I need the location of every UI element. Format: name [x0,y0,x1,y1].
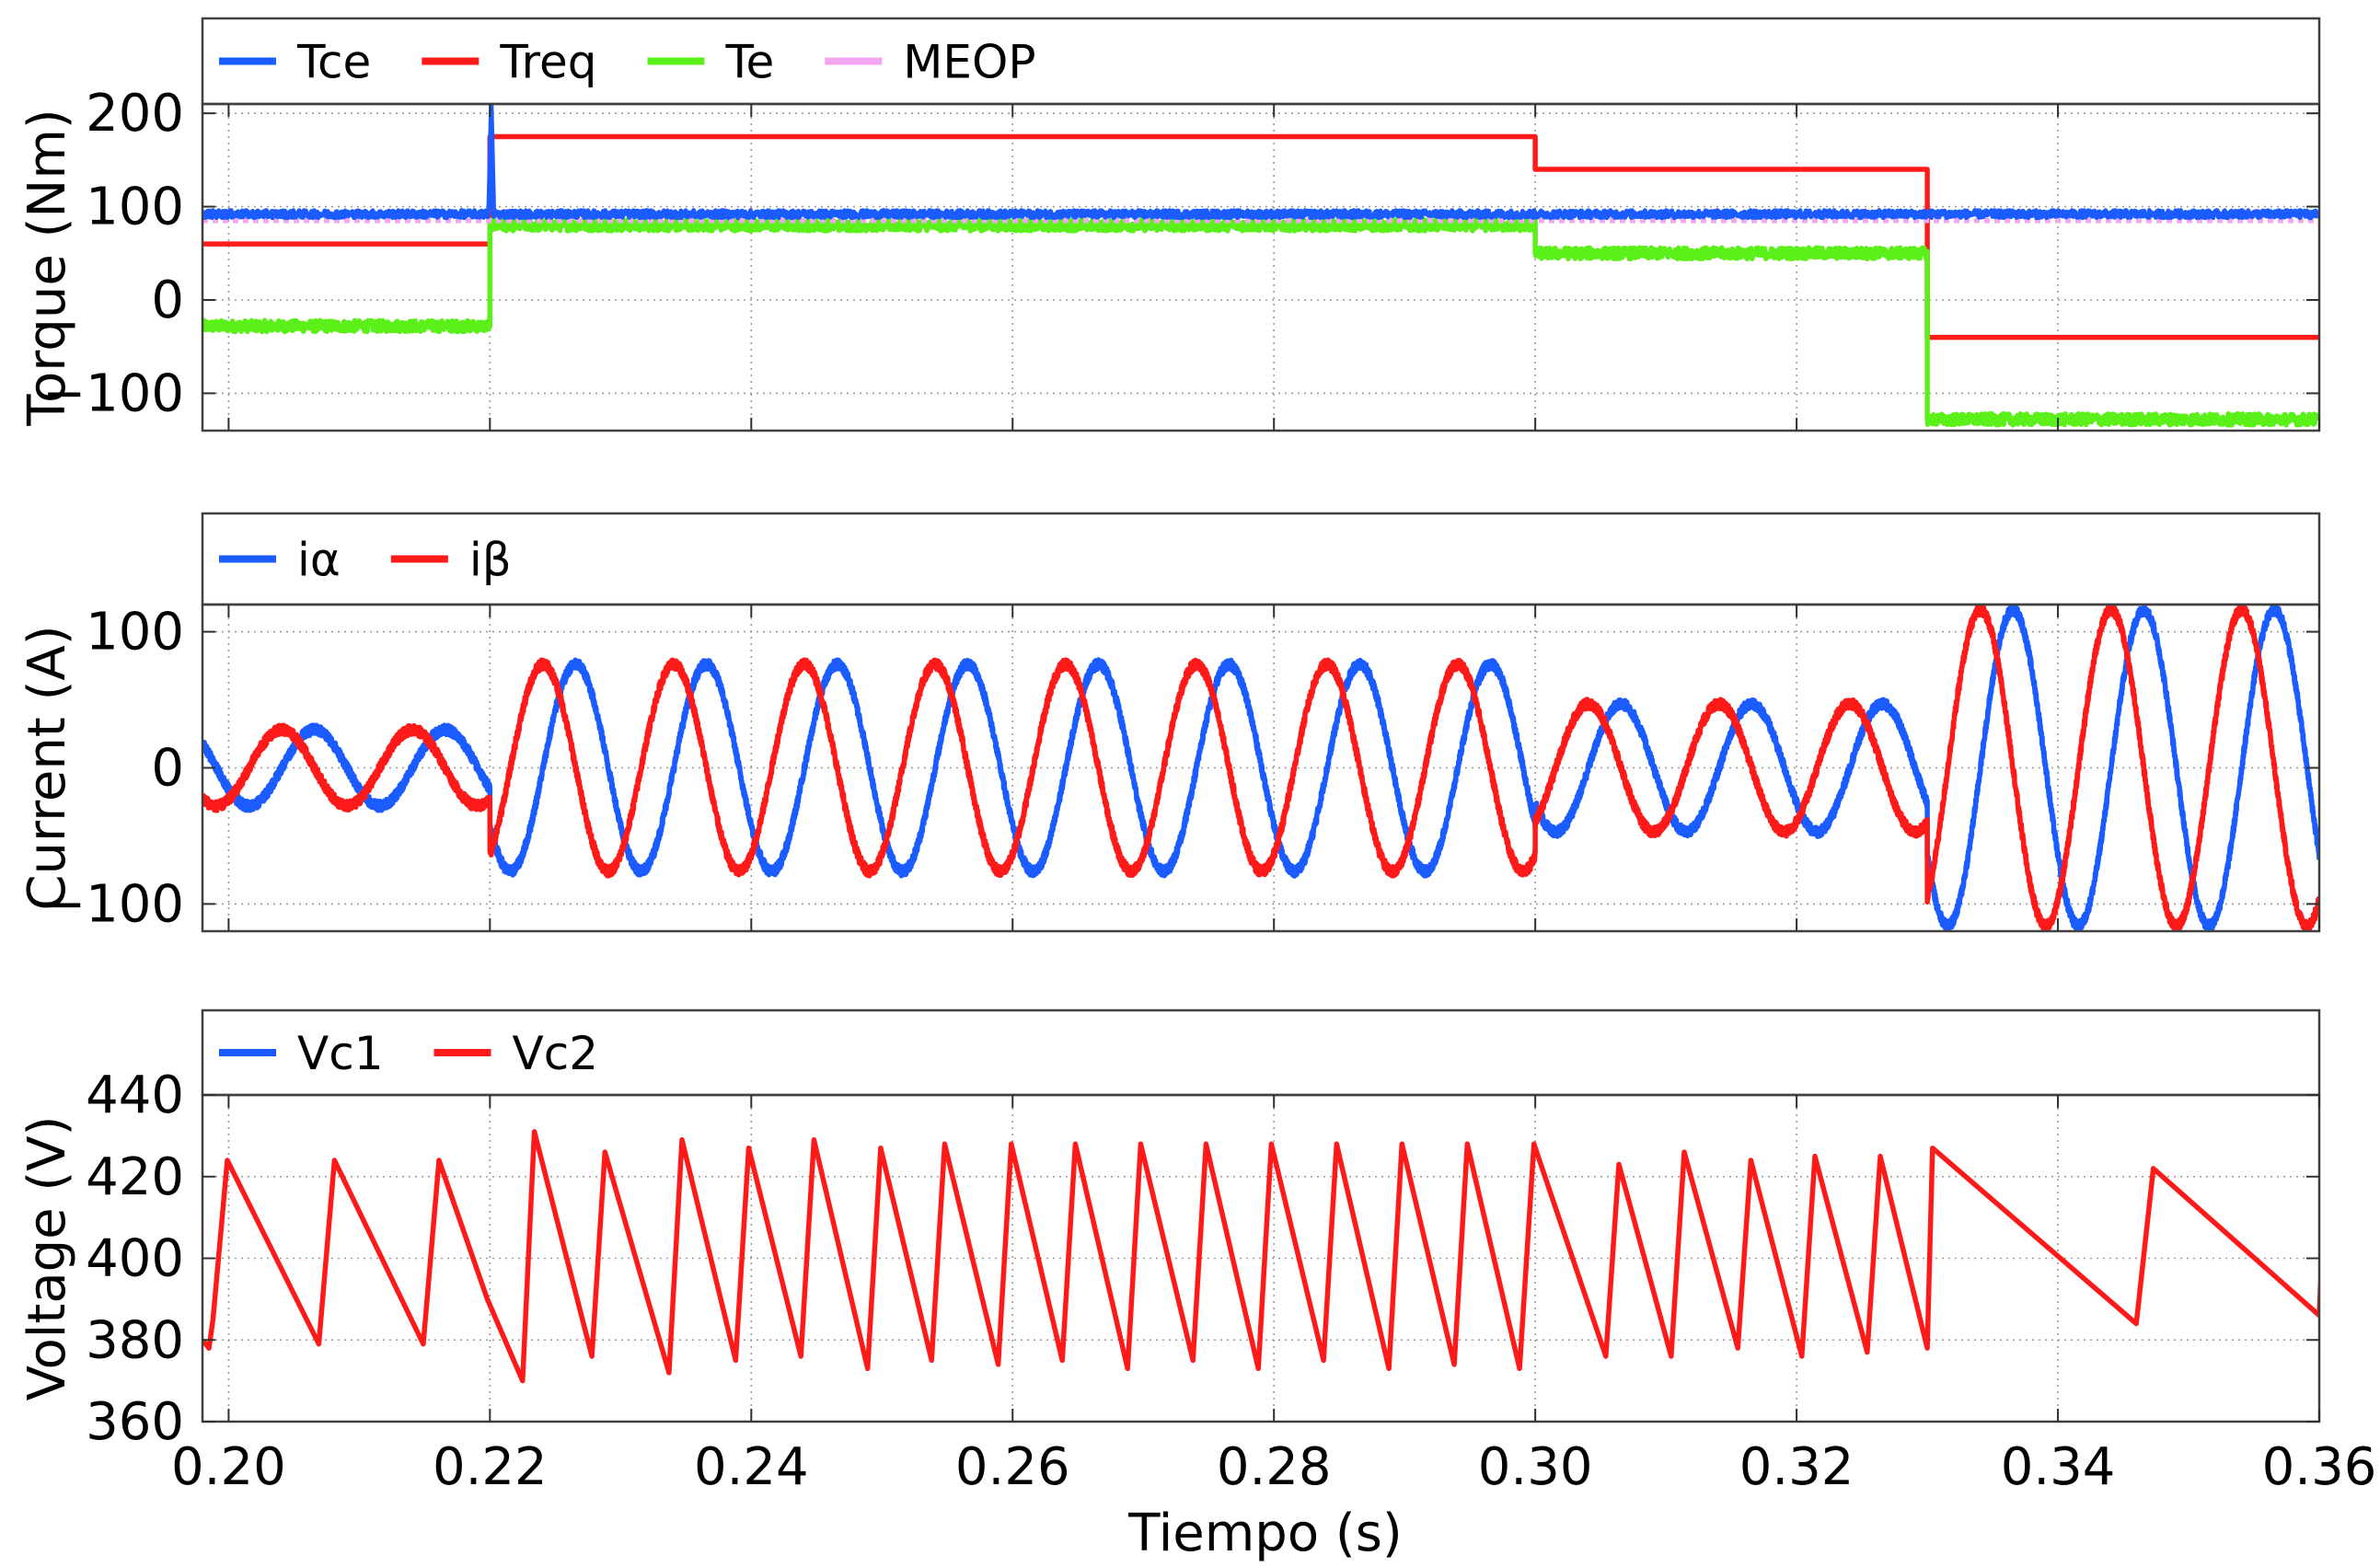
plot-area [201,102,2321,432]
y-tick-label: 0 [151,271,184,330]
legend-label: Tce [296,36,371,89]
y-tick-label: 440 [86,1066,184,1125]
legend-label: Vc1 [297,1027,384,1080]
legend-label: Te [724,36,774,89]
y-tick-label: 0 [151,739,184,799]
y-axis-label: Voltage (V) [17,1116,77,1401]
y-tick-label: 200 [86,84,184,144]
legend-entry-Treq: Treq [422,36,596,89]
legend-label: Treq [499,36,596,89]
traces [202,605,2319,931]
x-tick-label: 0.22 [433,1437,548,1497]
legend-entry-iβ: iβ [390,534,512,587]
x-tick-label: 0.24 [694,1437,809,1497]
legend-entry-Vc1: Vc1 [219,1027,384,1080]
y-axis-label: Torque (Nm) [17,109,77,426]
y-tick-label: 360 [86,1392,184,1452]
legend-label: MEOP [903,36,1035,89]
series-line-Vc2 [202,1129,2319,1384]
x-tick-label: 0.20 [171,1437,286,1497]
y-tick-label: 380 [86,1310,184,1370]
y-tick-label: 100 [86,178,184,237]
y-tick-label: 400 [86,1229,184,1289]
y-tick-label: 100 [86,603,184,663]
legend-entry-Vc2: Vc2 [433,1027,599,1080]
x-tick-label: 0.28 [1217,1437,1332,1497]
x-tick-label: 0.36 [2262,1437,2377,1497]
x-tick-label: 0.30 [1478,1437,1593,1497]
traces [202,1129,2319,1384]
series-line-iβ [202,605,2319,931]
legend-label: iβ [469,534,512,587]
x-axis-label: Tiempo (s) [1127,1504,1403,1563]
y-tick-label: −100 [42,874,184,934]
x-tick-label: 0.26 [955,1437,1070,1497]
legend-entry-Te: Te [647,36,774,89]
traces [202,104,2319,428]
legend-entry-MEOP: MEOP [825,36,1036,89]
y-axis-label: Current (A) [17,625,77,910]
x-tick-label: 0.32 [1739,1437,1854,1497]
series-line-Te [202,217,2319,428]
legend-entry-Tce: Tce [219,36,371,89]
x-tick-label: 0.34 [2001,1437,2116,1497]
y-tick-label: −100 [42,363,184,423]
legend-label: Vc2 [513,1027,599,1080]
legend-entry-iα: iα [219,534,341,587]
y-tick-label: 420 [86,1147,184,1207]
series-line-iα [202,605,2319,931]
legend-label: iα [297,534,341,587]
series-line-Tce [202,104,2319,221]
